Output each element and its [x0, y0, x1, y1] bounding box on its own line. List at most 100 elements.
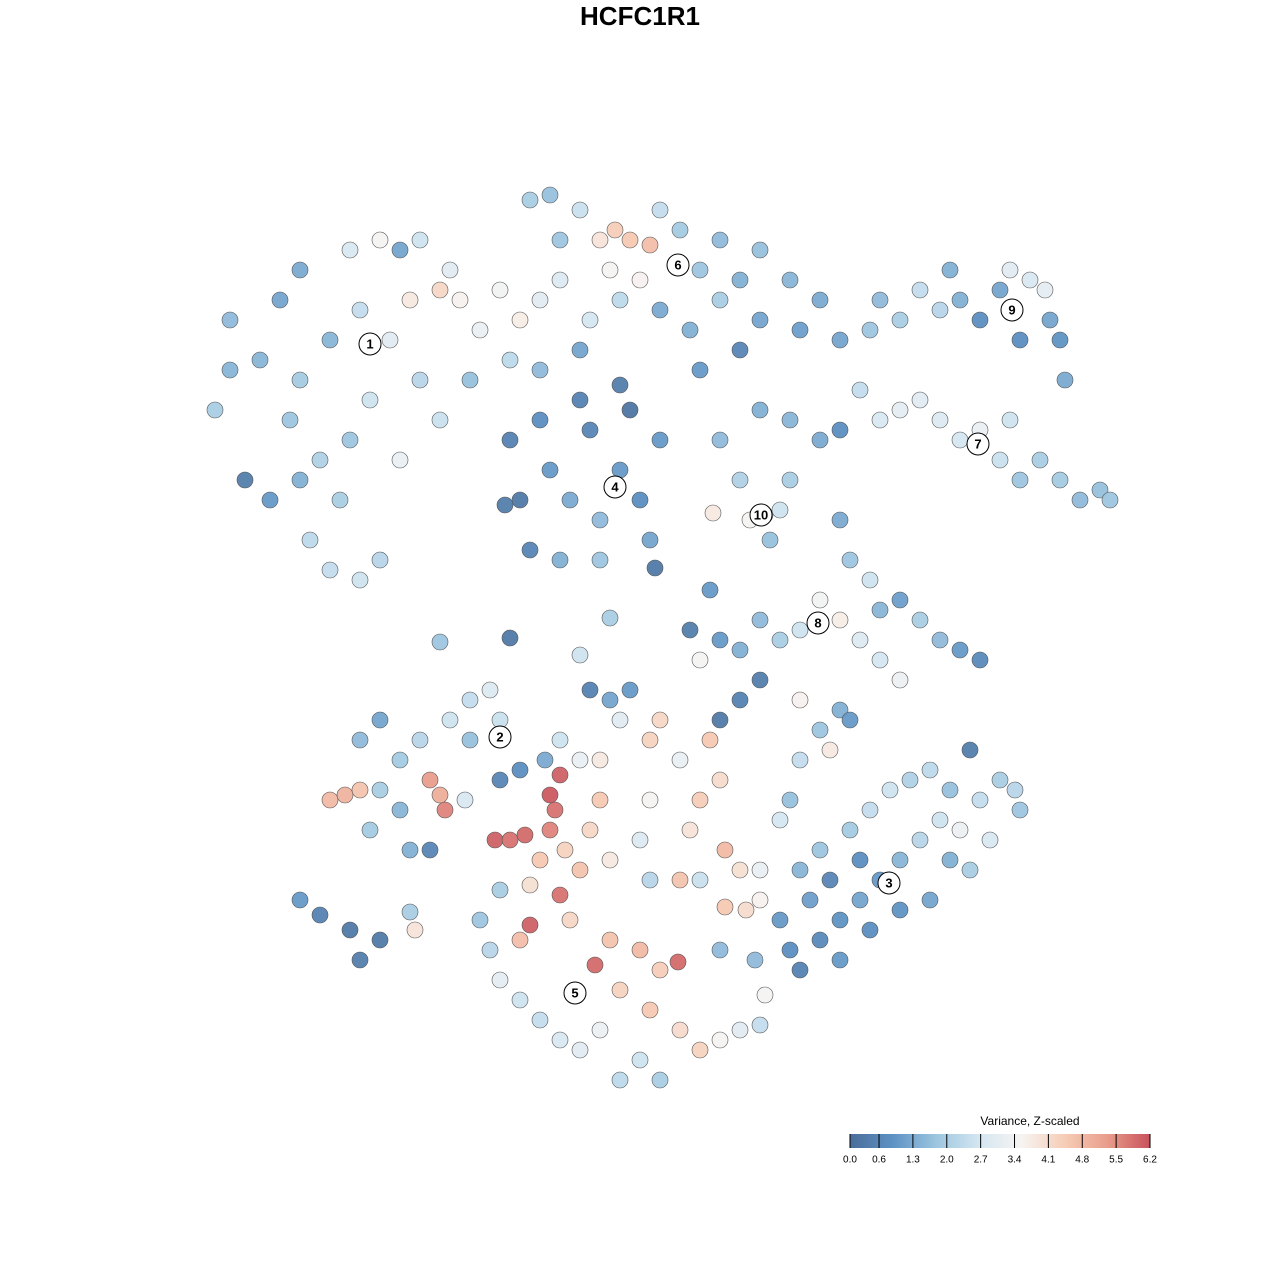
point [261, 491, 279, 509]
point [501, 431, 519, 449]
point [341, 921, 359, 939]
point [1036, 281, 1054, 299]
point [221, 361, 239, 379]
colorbar-tick-label: 4.8 [1075, 1155, 1089, 1166]
point [691, 791, 709, 809]
point [951, 821, 969, 839]
point [811, 431, 829, 449]
point [411, 231, 429, 249]
point [536, 751, 554, 769]
point [961, 741, 979, 759]
point [811, 591, 829, 609]
point [751, 861, 769, 879]
point [831, 331, 849, 349]
point [511, 311, 529, 329]
point [611, 376, 629, 394]
point [671, 871, 689, 889]
point [1001, 411, 1019, 429]
point [651, 711, 669, 729]
point [631, 1051, 649, 1069]
colorbar-tick-label: 2.0 [940, 1155, 954, 1166]
point [941, 781, 959, 799]
point [931, 631, 949, 649]
point [831, 421, 849, 439]
point [481, 941, 499, 959]
point [431, 633, 449, 651]
cluster-label: 10 [754, 507, 768, 522]
point [531, 291, 549, 309]
point [951, 291, 969, 309]
point [751, 611, 769, 629]
point [291, 261, 309, 279]
point [831, 701, 849, 719]
point [591, 511, 609, 529]
point [461, 371, 479, 389]
point [631, 941, 649, 959]
point [621, 681, 639, 699]
point [891, 311, 909, 329]
point [861, 801, 879, 819]
point [991, 771, 1009, 789]
point [551, 1031, 569, 1049]
point [781, 471, 799, 489]
point [781, 941, 799, 959]
point [701, 581, 719, 599]
point [891, 671, 909, 689]
point [556, 841, 574, 859]
point [871, 411, 889, 429]
point [491, 771, 509, 789]
point [601, 851, 619, 869]
point [691, 1041, 709, 1059]
point [751, 1016, 769, 1034]
point [531, 411, 549, 429]
point [701, 731, 719, 749]
point [431, 281, 449, 299]
point [1031, 451, 1049, 469]
point [521, 191, 539, 209]
point [641, 871, 659, 889]
point [731, 641, 749, 659]
point [291, 471, 309, 489]
point [831, 911, 849, 929]
point [931, 811, 949, 829]
point [881, 781, 899, 799]
cluster-marker [749, 503, 773, 527]
point [851, 381, 869, 399]
point [711, 431, 729, 449]
point [716, 898, 734, 916]
point [341, 431, 359, 449]
point [831, 951, 849, 969]
cluster-label: 3 [885, 875, 892, 890]
point [901, 771, 919, 789]
point [801, 891, 819, 909]
point [621, 231, 639, 249]
point [911, 281, 929, 299]
cluster-marker [806, 611, 830, 635]
point [401, 291, 419, 309]
point [371, 551, 389, 569]
point [871, 651, 889, 669]
point [521, 916, 539, 934]
point [351, 781, 369, 799]
point [711, 771, 729, 789]
point [691, 261, 709, 279]
point [571, 1041, 589, 1059]
point [351, 571, 369, 589]
cluster-label: 7 [974, 436, 981, 451]
point [731, 341, 749, 359]
point [751, 241, 769, 259]
point [861, 321, 879, 339]
point [391, 451, 409, 469]
point [531, 1011, 549, 1029]
point [541, 786, 559, 804]
point [371, 231, 389, 249]
point [281, 411, 299, 429]
point [551, 731, 569, 749]
point [371, 711, 389, 729]
point [651, 1071, 669, 1089]
point [611, 1071, 629, 1089]
point [641, 731, 659, 749]
point [711, 291, 729, 309]
point [781, 791, 799, 809]
point [451, 291, 469, 309]
